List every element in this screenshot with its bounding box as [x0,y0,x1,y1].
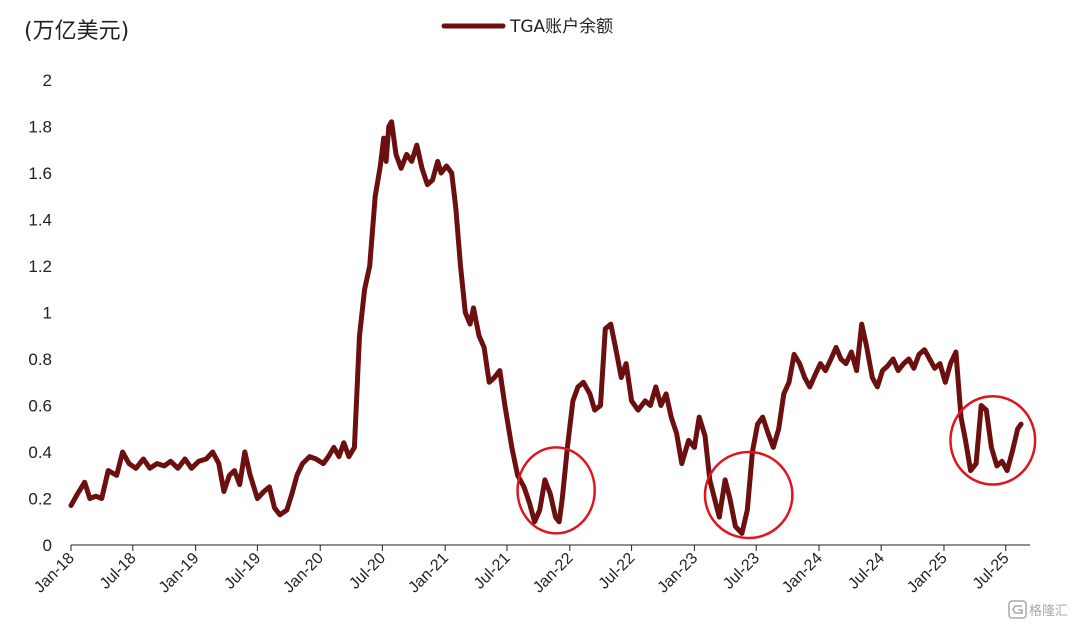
x-axis-ticks: Jan-18 Jul-18 Jan-19 Jul-19 Jan-20 Jul-20 Jan-… [31,545,1013,597]
logo-icon [1008,600,1027,619]
x-tick-label: Jan-23 [655,550,702,597]
y-tick-label: 2 [43,71,52,90]
highlight-circles [516,394,1037,540]
y-tick-label: 0.6 [28,397,52,416]
legend-label-tga: TGA账户余额 [509,17,613,37]
x-tick-label: Jan-25 [904,550,951,597]
x-tick-label: Jul-20 [346,550,389,593]
x-tick-label: Jul-23 [720,550,763,593]
series-line-tga [68,119,1024,536]
y-tick-label: 1.4 [28,211,52,230]
x-tick-label: Jan-20 [280,550,327,597]
y-axis-ticks: 0 0.2 0.4 0.6 0.8 1 1.2 1.4 1.6 1.8 2 [28,71,52,555]
x-tick-label: Jan-22 [530,550,577,597]
x-tick-label: Jan-19 [156,550,203,597]
x-tick-label: Jul-25 [970,550,1013,593]
y-tick-label: 1.2 [28,257,52,276]
x-tick-label: Jul-19 [221,550,264,593]
y-tick-label: 0.8 [28,350,52,369]
y-tick-label: 1.6 [28,164,52,183]
highlight-circle [949,394,1037,486]
watermark: 格隆汇 [1008,600,1068,619]
y-tick-label: 0.2 [28,490,52,509]
highlight-circle [703,450,794,540]
x-tick-label: Jul-22 [596,550,639,593]
y-tick-label: 1.8 [28,118,52,137]
watermark-text: 格隆汇 [1029,603,1068,619]
y-tick-label: 1 [43,304,52,323]
x-tick-label: Jul-21 [471,550,514,593]
highlight-circle [516,446,596,535]
y-axis-unit-label: (万亿美元) [24,19,129,44]
x-tick-label: Jan-21 [405,550,452,597]
x-tick-label: Jul-18 [97,550,140,593]
legend: TGA账户余额 [441,17,613,37]
x-tick-label: Jan-18 [31,550,78,597]
y-tick-label: 0.4 [28,443,52,462]
x-tick-label: Jul-24 [845,550,888,593]
x-tick-label: Jan-24 [779,550,826,597]
y-tick-label: 0 [43,536,52,555]
